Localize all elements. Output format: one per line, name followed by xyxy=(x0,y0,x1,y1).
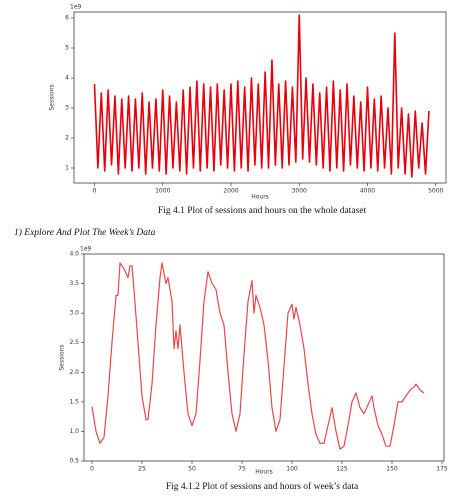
axis-offset-label: 1e9 xyxy=(80,246,92,253)
axis-offset-label: 1e9 xyxy=(70,4,82,11)
x-tick-label: 2000 xyxy=(223,188,238,195)
section-heading: 1) Explore And Plot The Week’s Data xyxy=(14,227,156,238)
figure-caption: Fig 4.1.2 Plot of sessions and hours of … xyxy=(166,481,359,492)
y-tick-label: 1.0 xyxy=(69,428,79,435)
x-axis-label: Hours xyxy=(255,469,273,476)
x-tick-label: 0 xyxy=(93,188,97,195)
x-tick-label: 4000 xyxy=(360,188,375,195)
y-axis-label: Sessions xyxy=(49,84,56,110)
y-tick-label: 2 xyxy=(65,135,69,142)
y-tick-label: 3.0 xyxy=(69,310,79,317)
x-axis-label: Hours xyxy=(251,194,269,201)
x-tick-label: 0 xyxy=(90,466,94,473)
y-tick-label: 2.5 xyxy=(69,339,79,346)
y-tick-label: 5 xyxy=(65,45,69,52)
x-tick-label: 50 xyxy=(188,466,196,473)
y-tick-label: 0.5 xyxy=(69,458,79,465)
y-tick-label: 3.5 xyxy=(69,280,79,287)
x-tick-label: 100 xyxy=(286,466,298,473)
plot-frame xyxy=(83,253,445,462)
y-tick-label: 2.0 xyxy=(69,369,79,376)
y-tick-label: 1.5 xyxy=(69,398,79,405)
data-line xyxy=(91,262,425,450)
y-tick-label: 3 xyxy=(65,105,69,112)
x-tick-label: 75 xyxy=(238,466,246,473)
x-tick-label: 175 xyxy=(436,466,448,473)
figure-caption: Fig 4.1 Plot of sessions and hours on th… xyxy=(158,205,367,216)
data-line xyxy=(93,14,430,178)
y-tick-label: 1 xyxy=(65,165,69,172)
y-tick-label: 4 xyxy=(65,75,69,82)
plot-frame xyxy=(73,11,447,184)
y-tick-label: 6 xyxy=(65,15,69,22)
x-tick-label: 125 xyxy=(336,466,348,473)
x-tick-label: 25 xyxy=(138,466,146,473)
x-tick-label: 150 xyxy=(386,466,398,473)
x-tick-label: 3000 xyxy=(292,188,307,195)
x-tick-label: 1000 xyxy=(155,188,170,195)
y-tick-label: 4.0 xyxy=(69,251,79,258)
x-tick-label: 5000 xyxy=(428,188,443,195)
y-axis-label: Sessions xyxy=(59,344,66,370)
